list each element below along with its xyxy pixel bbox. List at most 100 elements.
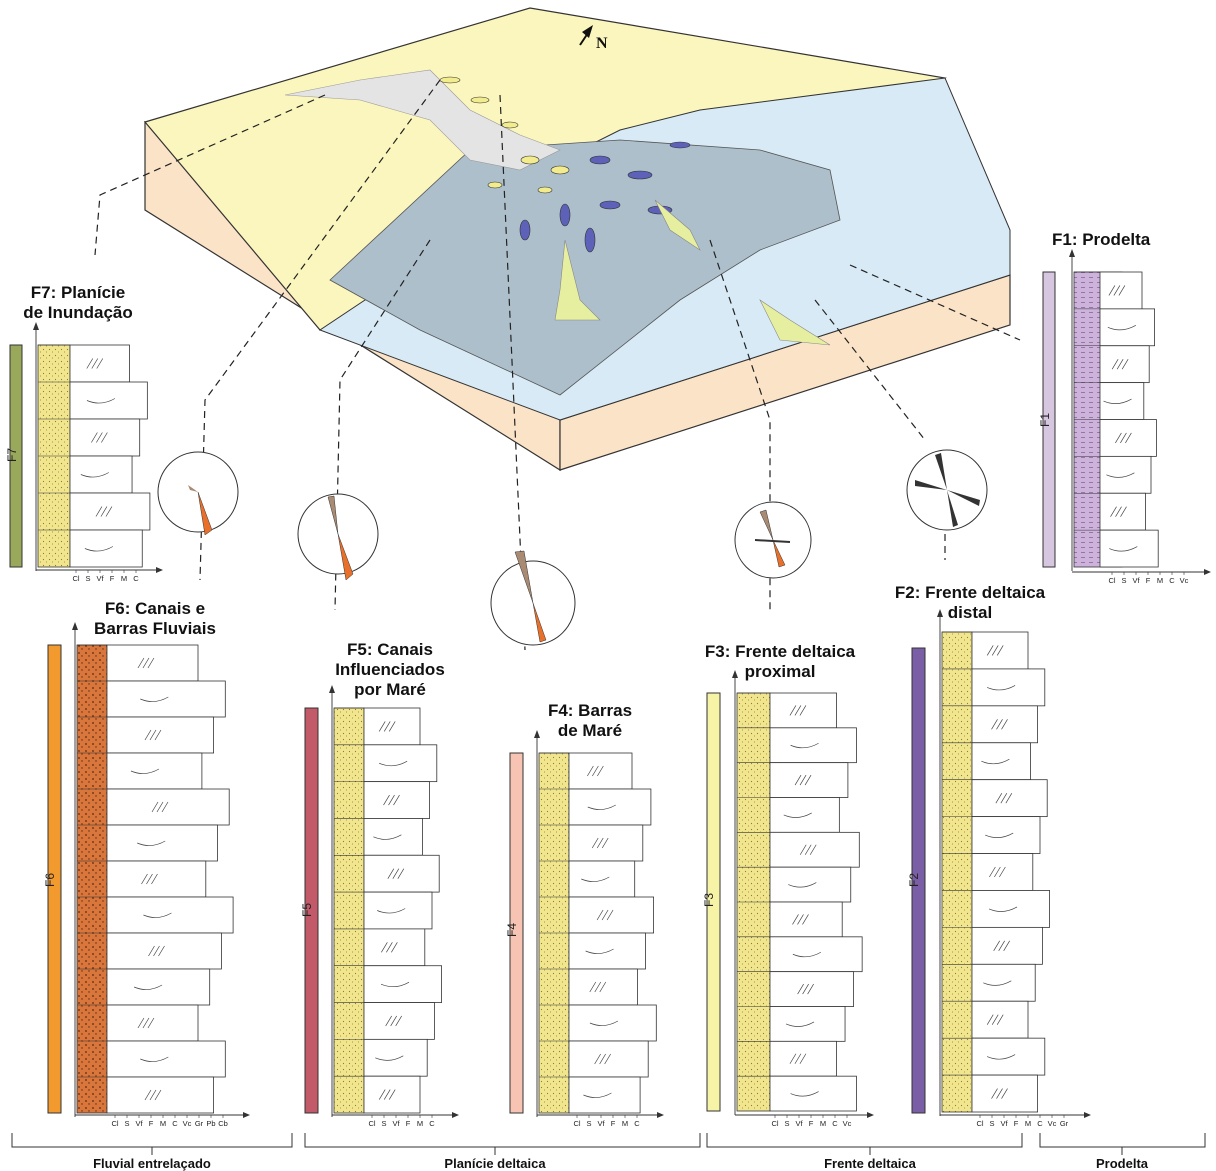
bed	[971, 1037, 1046, 1076]
bed	[769, 866, 852, 903]
facies-code: F4	[505, 923, 519, 937]
facies-code: F5	[300, 903, 314, 917]
bed	[568, 896, 654, 934]
bed	[568, 932, 646, 970]
bed	[568, 788, 652, 826]
lithology-column	[76, 644, 108, 1114]
bed	[568, 1076, 641, 1114]
bed	[568, 1004, 657, 1042]
rose-f5	[297, 493, 379, 581]
delta-slope	[329, 139, 841, 396]
grain-tick-label: C	[1169, 576, 1175, 585]
rose-f3	[734, 501, 812, 579]
grain-tick-label: C	[832, 1119, 838, 1128]
bed	[69, 455, 133, 494]
bed	[971, 742, 1031, 781]
turbidite-lobes	[554, 199, 831, 346]
bed	[971, 779, 1048, 818]
grain-tick-label: Cl	[976, 1119, 983, 1128]
title-f1: F1: Prodelta	[1052, 230, 1151, 249]
bed	[971, 816, 1041, 854]
title-f2: F2: Frente deltaica distal	[895, 583, 1046, 622]
bed	[971, 705, 1038, 744]
bed	[568, 968, 638, 1006]
bed	[106, 680, 226, 718]
bed	[568, 860, 636, 898]
log-f6: F6 Cl S Vf F M C Vc Gr Pb Cb	[43, 622, 250, 1128]
grain-tick-label: S	[784, 1119, 789, 1128]
grain-tick-label: S	[85, 574, 90, 583]
grain-tick-label: S	[1121, 576, 1126, 585]
grain-tick-label: Vc	[183, 1119, 192, 1128]
grain-tick-label: Cl	[573, 1119, 580, 1128]
title-f3: F3: Frente deltaica proximal	[705, 642, 856, 681]
title-f4: F4: Barras de Maré	[548, 701, 632, 740]
grain-tick-label: Cl	[771, 1119, 778, 1128]
bed	[1099, 308, 1155, 347]
grain-tick-label: Vf	[392, 1119, 400, 1128]
grain-tick-label: C	[634, 1119, 640, 1128]
grain-tick-label: Cl	[72, 574, 79, 583]
bed	[106, 896, 234, 934]
bed	[1099, 492, 1146, 531]
grain-tick-label: Cb	[218, 1119, 228, 1128]
grain-tick-label: F	[149, 1119, 154, 1128]
grain-tick-label: F	[406, 1119, 411, 1128]
bed	[1099, 382, 1145, 420]
grain-tick-label: F	[809, 1119, 814, 1128]
north-arrow: N	[579, 25, 608, 52]
env-prodelta: Prodelta	[1096, 1156, 1149, 1171]
grain-tick-label: Vc	[1048, 1119, 1057, 1128]
bed	[363, 818, 423, 856]
grain-tick-label: C	[172, 1119, 178, 1128]
grain-tick-label: M	[1157, 576, 1163, 585]
lithology-column	[333, 707, 365, 1114]
environment-brackets	[11, 1133, 1206, 1155]
bed	[363, 965, 442, 1003]
grain-tick-label: M	[1025, 1119, 1031, 1128]
bed	[106, 788, 230, 826]
bed	[106, 644, 199, 682]
grain-tick-label: M	[820, 1119, 826, 1128]
title-f6: F6: Canais e Barras Fluviais	[94, 599, 216, 638]
grain-tick-label: S	[381, 1119, 386, 1128]
log-f1: F1 Cl S Vf F M C Vc	[1038, 249, 1211, 585]
bed	[769, 1006, 846, 1042]
rose-f2	[906, 449, 988, 531]
bed	[69, 381, 148, 420]
bed	[769, 901, 843, 938]
grain-tick-label: F	[1146, 576, 1151, 585]
lithology-column	[941, 631, 973, 1113]
grain-tick-label: Vf	[1132, 576, 1140, 585]
env-frente: Frente deltaica	[824, 1156, 917, 1171]
facies-code: F7	[5, 448, 19, 462]
bed	[106, 860, 207, 898]
bed	[568, 1040, 649, 1078]
grain-tick-label: Pb	[206, 1119, 215, 1128]
log-f3: F3 Cl S Vf F M C Vc	[702, 670, 874, 1128]
env-planicie: Planície deltaica	[444, 1156, 546, 1171]
grain-tick-label: Vf	[96, 574, 104, 583]
bed	[363, 854, 440, 893]
bed	[769, 692, 837, 729]
bed	[363, 891, 433, 930]
bed	[106, 1040, 226, 1078]
grain-tick-label: C	[429, 1119, 435, 1128]
rose-f7	[157, 451, 239, 536]
bed	[1099, 271, 1143, 310]
bed	[106, 1076, 214, 1114]
grain-tick-label: Vf	[1000, 1119, 1008, 1128]
bed	[363, 744, 438, 783]
bed	[363, 1002, 435, 1040]
bed	[69, 492, 151, 531]
facies-bar	[911, 647, 926, 1114]
bed	[69, 529, 143, 568]
grain-tick-label: M	[622, 1119, 628, 1128]
bed	[769, 762, 849, 798]
bed	[106, 716, 214, 754]
grain-tick-label: Vf	[597, 1119, 605, 1128]
grain-tick-label: F	[110, 574, 115, 583]
grain-tick-label: C	[133, 574, 139, 583]
